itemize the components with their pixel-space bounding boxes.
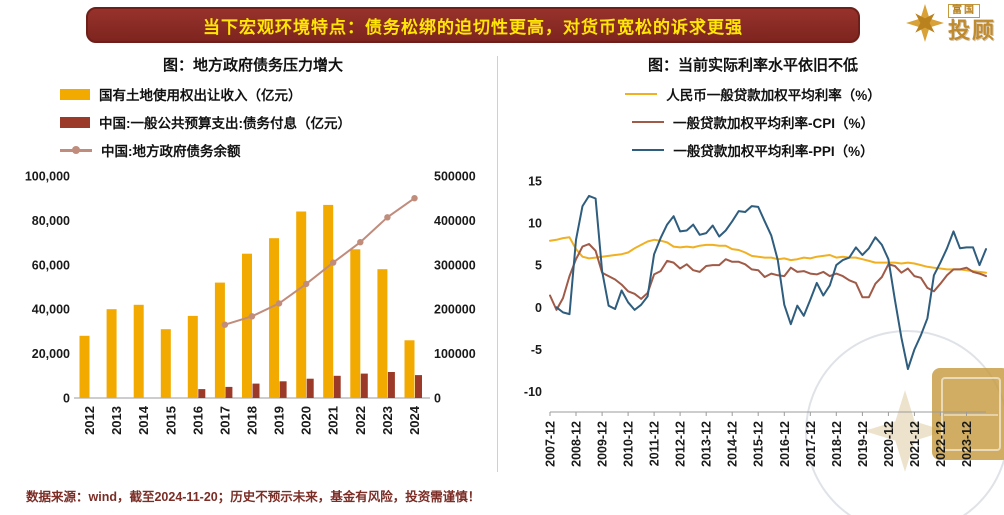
legend-label: 中国:地方政府债务余额 xyxy=(101,144,241,159)
watermark-star-icon xyxy=(864,390,946,472)
bar-series xyxy=(79,204,415,398)
axis-label: 2014-12 xyxy=(726,421,740,467)
debt-pressure-chart: 0 20,000 40,000 60,000 80,000 100,000 0 100000 2… xyxy=(25,170,476,435)
rate-line xyxy=(549,236,987,274)
axis-label: 2020 xyxy=(299,406,314,435)
axis-label: 2013 xyxy=(109,406,124,435)
axis-label: 2021 xyxy=(326,406,341,435)
axis-label: 100000 xyxy=(434,347,476,361)
axis-label: 5 xyxy=(535,259,542,273)
legend-marker-dot xyxy=(72,146,80,154)
axis-label: 2024 xyxy=(407,405,422,435)
axis-label: 300000 xyxy=(434,258,476,272)
footer-note: 数据来源：wind，截至2024-11-20；历史不预示未来，基金有风险，投资需… xyxy=(26,490,481,504)
axis-label: 2019-12 xyxy=(856,421,870,467)
axis-label: 200000 xyxy=(434,303,476,317)
watermark-stamp xyxy=(932,368,1004,460)
axis-label: 2010-12 xyxy=(622,421,636,467)
legend-swatch-line xyxy=(632,149,665,151)
brand-name-large: 投顾 xyxy=(947,18,996,43)
legend-item: 一般贷款加权平均利率-CPI（%） xyxy=(631,112,874,132)
watermark-circle xyxy=(805,330,1004,515)
axis-label: 500000 xyxy=(434,170,476,184)
legend-swatch-line xyxy=(625,93,658,95)
axis-label: 2017 xyxy=(217,406,232,435)
axis-label: 0 xyxy=(63,392,70,406)
axis-label: 20,000 xyxy=(32,347,70,361)
axis-label: 10 xyxy=(528,216,542,230)
legend-label: 国有土地使用权出让收入（亿元） xyxy=(99,88,302,103)
axis-label: 2016 xyxy=(190,406,205,435)
legend-label: 中国:一般公共预算支出:债务付息（亿元） xyxy=(99,116,351,131)
brand-text: 富国 投顾 xyxy=(947,4,996,43)
axis-label: -5 xyxy=(531,343,542,357)
axis-label: 2007-12 xyxy=(544,421,558,467)
axis-label: 2012-12 xyxy=(674,421,688,467)
brand-logo: 富国 投顾 xyxy=(905,3,996,43)
real-rate-chart: -10 -5 0 5 10 15 2007-12 2008-12 2009-12 2010-12 2… xyxy=(524,174,987,467)
axis-label: 2014 xyxy=(136,405,151,435)
left-chart-legend: 国有土地使用权出让收入（亿元） 中国:一般公共预算支出:债务付息（亿元） 中国:… xyxy=(16,84,490,160)
header-title: 当下宏观环境特点：债务松绑的迫切性更高，对货币宽松的诉求更强 xyxy=(203,17,743,37)
axis-label: 2019 xyxy=(272,406,287,435)
legend-item: 人民币一般贷款加权平均利率（%） xyxy=(625,84,881,104)
axis-label: 0 xyxy=(434,392,441,406)
right-chart-title: 图：当前实际利率水平依旧不低 xyxy=(647,57,858,74)
axis-label: 80,000 xyxy=(32,214,70,228)
right-chart-legend: 人民币一般贷款加权平均利率（%） 一般贷款加权平均利率-CPI（%） 一般贷款加… xyxy=(504,84,1002,160)
axis-label: 2018 xyxy=(245,406,260,435)
axis-label: 2013-12 xyxy=(700,421,714,467)
left-chart-panel: 图：地方政府债务压力增大 国有土地使用权出让收入（亿元） 中国:一般公共预算支出… xyxy=(16,50,490,461)
axis-label: 400000 xyxy=(434,214,476,228)
axis-label: 2021-12 xyxy=(908,421,922,467)
star-icon xyxy=(905,4,944,42)
header-banner: 当下宏观环境特点：债务松绑的迫切性更高，对货币宽松的诉求更强 xyxy=(86,7,860,43)
axis-label: 2022-12 xyxy=(934,421,948,467)
legend-swatch-bar xyxy=(60,116,90,128)
legend-item: 中国:地方政府债务余额 xyxy=(60,140,241,160)
legend-item: 国有土地使用权出让收入（亿元） xyxy=(60,84,302,104)
axis-label: 2023-12 xyxy=(960,421,974,467)
axis-label: 2009-12 xyxy=(596,421,610,467)
axis-label: 0 xyxy=(535,301,542,315)
axis-label: 2023 xyxy=(380,406,395,435)
axis-label: 2015 xyxy=(163,406,178,435)
legend-label: 一般贷款加权平均利率-CPI（%） xyxy=(672,116,874,131)
line-series xyxy=(221,195,418,328)
legend-label: 人民币一般贷款加权平均利率（%） xyxy=(666,88,881,103)
axis-label: 2015-12 xyxy=(752,421,766,467)
rate-line xyxy=(555,194,987,370)
legend-swatch-line xyxy=(631,121,664,123)
legend-item: 中国:一般公共预算支出:债务付息（亿元） xyxy=(60,112,351,132)
legend-swatch-bar xyxy=(60,88,90,100)
axis-label: 2017-12 xyxy=(804,421,818,467)
axis-label: 60,000 xyxy=(32,258,70,272)
right-chart-panel: 图：当前实际利率水平依旧不低 人民币一般贷款加权平均利率（%） 一般贷款加权平均… xyxy=(504,50,1002,496)
axis-label: -10 xyxy=(524,385,542,399)
axis-label: 2012 xyxy=(82,406,97,435)
legend-item: 一般贷款加权平均利率-PPI（%） xyxy=(632,140,874,160)
axis-label: 40,000 xyxy=(32,303,70,317)
left-chart-title: 图：地方政府债务压力增大 xyxy=(162,57,343,74)
legend-label: 一般贷款加权平均利率-PPI（%） xyxy=(673,144,874,159)
rate-line xyxy=(549,243,987,311)
brand-name-small: 富国 xyxy=(947,4,980,18)
axis-label: 2022 xyxy=(353,406,368,435)
axis-label: 100,000 xyxy=(25,170,70,184)
axis-label: 2011-12 xyxy=(648,421,662,466)
legend-swatch-line xyxy=(60,146,92,154)
axis-label: 15 xyxy=(528,174,542,188)
axis-label: 2008-12 xyxy=(570,421,584,467)
axis-label: 2020-12 xyxy=(882,421,896,467)
axis-label: 2016-12 xyxy=(778,421,792,467)
axis-label: 2018-12 xyxy=(830,421,844,467)
panel-divider xyxy=(497,56,498,472)
bar-series xyxy=(198,372,422,398)
